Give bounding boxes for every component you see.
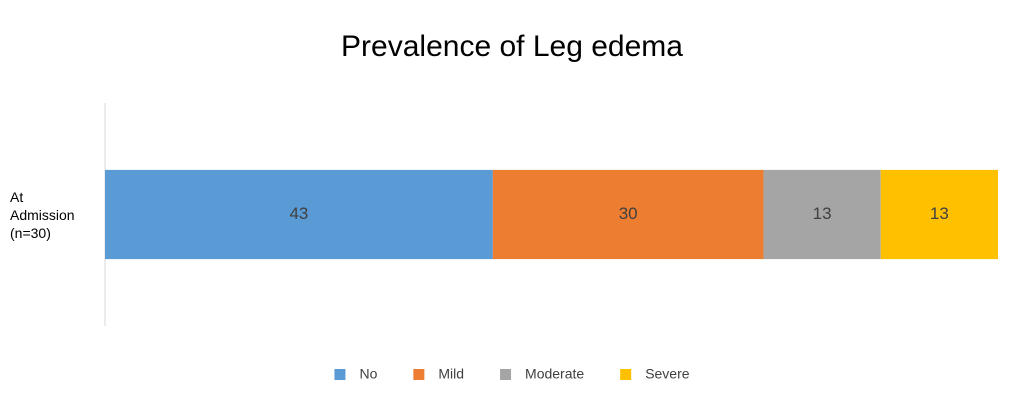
legend-item: Severe bbox=[620, 366, 690, 382]
legend-label: No bbox=[359, 366, 377, 382]
legend-swatch bbox=[500, 369, 512, 380]
bar-segment bbox=[105, 169, 493, 260]
bar-segment bbox=[492, 169, 764, 260]
legend-item: No bbox=[334, 366, 378, 382]
bar-segment bbox=[763, 169, 881, 260]
data-label: 13 bbox=[930, 204, 949, 223]
data-label: 43 bbox=[289, 204, 308, 223]
legend-label: Severe bbox=[645, 366, 690, 382]
chart-title: Prevalence of Leg edema bbox=[341, 30, 683, 63]
data-label: 13 bbox=[813, 204, 832, 223]
legend-item: Mild bbox=[413, 366, 464, 382]
legend-swatch bbox=[413, 369, 425, 380]
category-label: At Admission (n=30) bbox=[10, 188, 75, 241]
legend-label: Moderate bbox=[525, 366, 584, 382]
legend-label: Mild bbox=[438, 366, 464, 382]
legend-swatch bbox=[620, 369, 632, 380]
legend-item: Moderate bbox=[500, 366, 584, 382]
legend-swatch bbox=[334, 369, 346, 380]
bar-segment bbox=[880, 169, 998, 260]
data-label: 30 bbox=[619, 204, 638, 223]
